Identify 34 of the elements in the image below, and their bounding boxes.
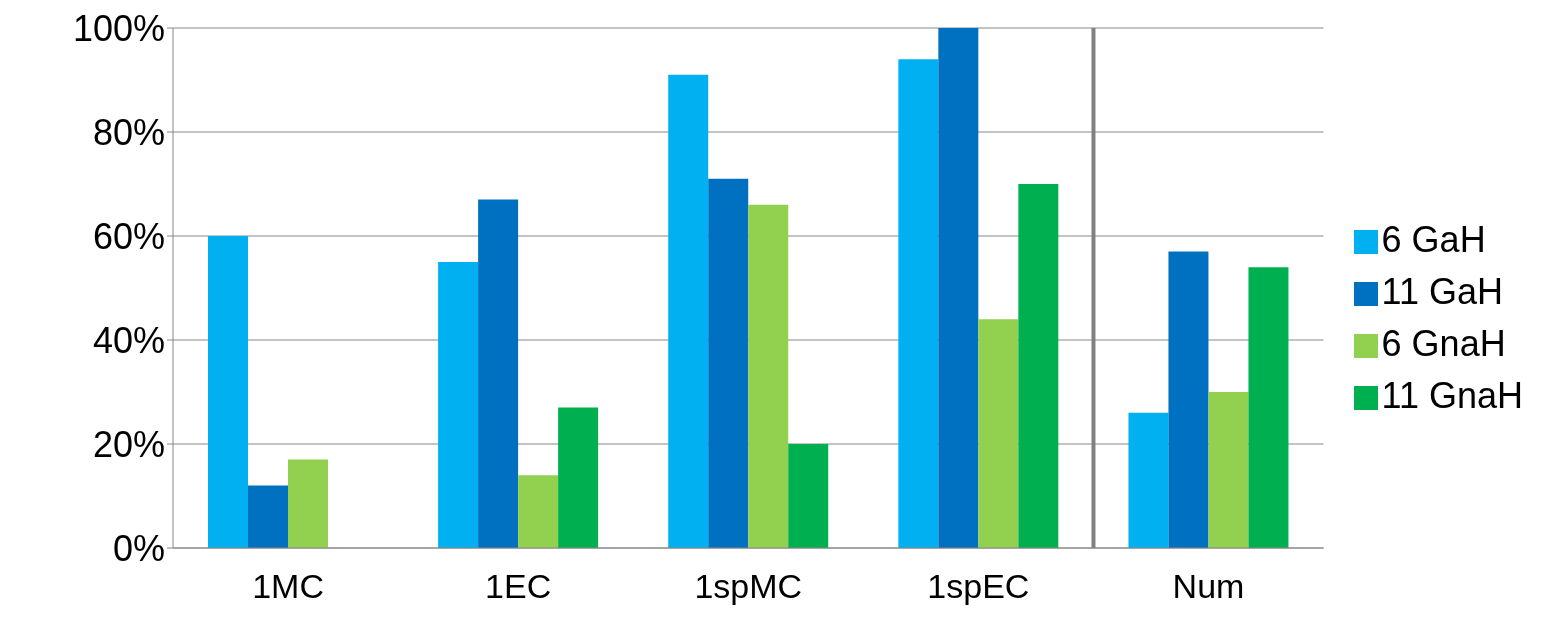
- y-tick-label: 100%: [72, 7, 165, 49]
- x-tick-label: 1EC: [485, 567, 552, 606]
- x-tick-label: 1MC: [252, 567, 324, 606]
- legend-label: 6 GaH: [1381, 219, 1486, 260]
- bar: [248, 485, 288, 548]
- bar: [478, 199, 519, 548]
- bar: [1128, 412, 1169, 548]
- bar: [558, 407, 599, 548]
- bar: [518, 475, 559, 548]
- x-tick-label: 1spEC: [927, 567, 1030, 606]
- bar: [288, 459, 328, 548]
- x-tick-label: Num: [1172, 567, 1245, 606]
- bar: [978, 319, 1019, 548]
- bar: [438, 262, 479, 548]
- legend-label: 11 GnaH: [1381, 375, 1523, 416]
- y-tick-label: 60%: [92, 215, 165, 257]
- bar: [208, 236, 248, 548]
- legend-label: 6 GnaH: [1381, 323, 1506, 364]
- bar: [668, 74, 709, 548]
- bar: [1168, 251, 1209, 548]
- bar: [1248, 267, 1289, 548]
- bar: [1018, 184, 1059, 548]
- bar: [788, 444, 829, 548]
- bar: [898, 59, 939, 548]
- bar: [748, 204, 789, 548]
- legend-label: 11 GaH: [1381, 271, 1503, 312]
- x-tick-label: 1spMC: [694, 567, 803, 606]
- bar: [1208, 392, 1249, 548]
- bar: [938, 28, 979, 548]
- y-tick-label: 40%: [92, 319, 165, 361]
- bar: [708, 178, 749, 548]
- y-tick-label: 20%: [92, 423, 165, 465]
- y-tick-label: 0%: [112, 527, 165, 569]
- y-tick-label: 80%: [92, 111, 165, 153]
